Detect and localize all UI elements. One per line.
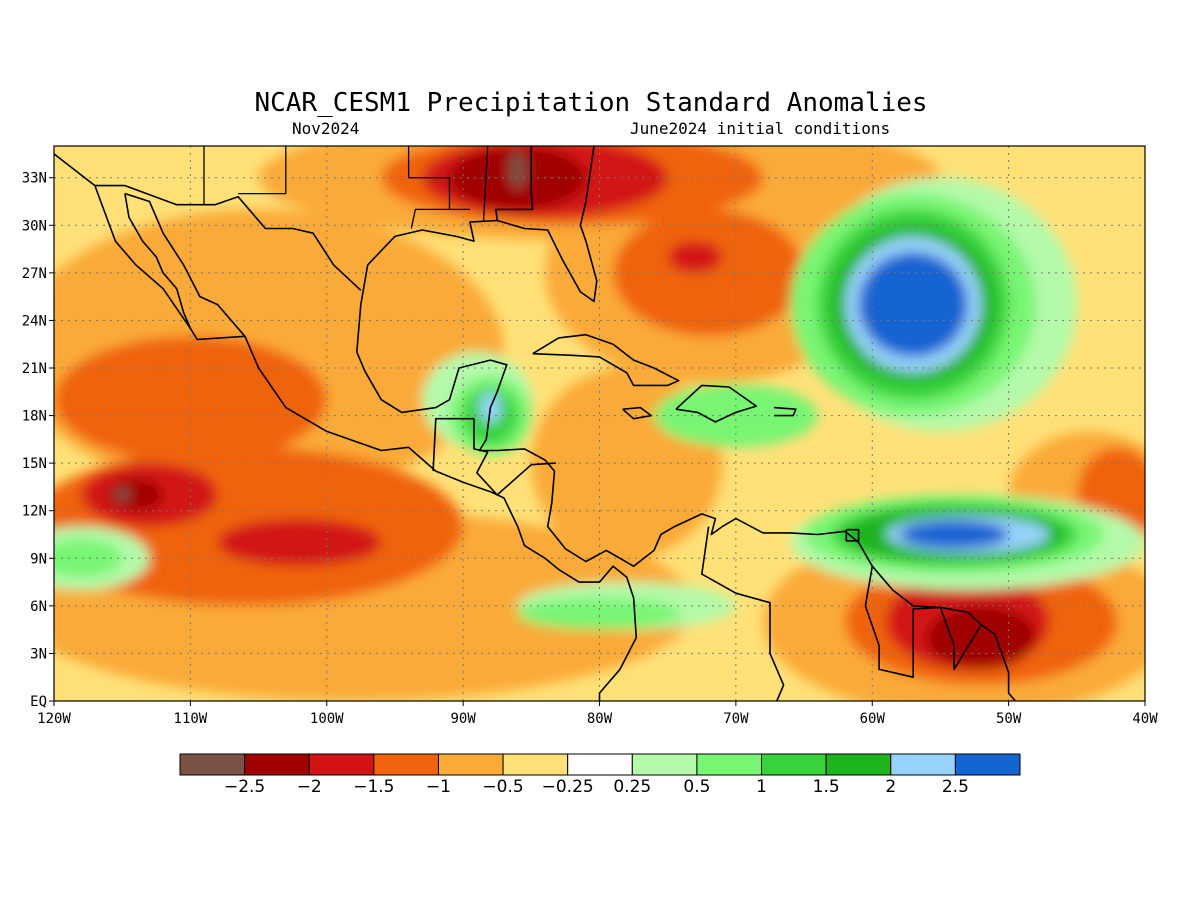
- lon-tick-label: 40W: [1132, 711, 1158, 727]
- lat-tick-label: 24N: [22, 313, 47, 329]
- anomaly-region-21: [114, 488, 131, 502]
- anomaly-region-17: [667, 241, 723, 273]
- colorbar-swatch: [631, 753, 698, 776]
- longitude-axis: 120W 110W 100W 90W 80W 70W 60W 50W 40W: [37, 701, 1158, 727]
- lat-tick-label: EQ: [30, 694, 47, 710]
- colorbar-label: −2: [297, 777, 322, 797]
- anomaly-region-32: [654, 383, 818, 448]
- lat-tick-label: 15N: [22, 456, 47, 472]
- anomaly-region-9: [613, 209, 805, 337]
- jamaica: [622, 406, 653, 420]
- colorbar-label: −1.5: [353, 777, 394, 797]
- colombia-venezuela-border: [701, 526, 785, 701]
- anomaly-region-42: [858, 252, 968, 357]
- colorbar-swatch: [567, 753, 633, 776]
- colorbar-label: −0.5: [482, 777, 523, 797]
- central-america-borders: [473, 418, 556, 496]
- lon-tick-label: 80W: [587, 711, 613, 727]
- lon-tick-label: 100W: [310, 711, 344, 727]
- colorbar-swatch: [437, 753, 504, 776]
- colorbar: −2.5 −2 −1.5 −1 −0.5 −0.25 0.25 0.5 1 1.5 2 2.5: [179, 753, 1021, 797]
- lat-tick-label: 33N: [22, 171, 47, 187]
- trinidad: [845, 528, 860, 542]
- colorbar-label: −0.25: [542, 777, 594, 797]
- figure-title: NCAR_CESM1 Precipitation Standard Anomal…: [254, 88, 927, 118]
- lon-tick-label: 60W: [860, 711, 886, 727]
- anomaly-region-14: [217, 518, 382, 567]
- colorbar-label: 0.5: [683, 777, 710, 797]
- gulf-of-california-mainland: [124, 192, 246, 337]
- colorbar-swatch: [890, 753, 956, 776]
- colorbar-swatch: [696, 753, 763, 776]
- latitude-axis: 33N 30N 27N 24N 21N 18N 15N 12N 9N 6N 3N EQ: [22, 171, 54, 710]
- anomaly-region-43: [899, 520, 1009, 549]
- colorbar-swatch: [761, 753, 827, 776]
- colorbar-label: 2: [885, 777, 896, 797]
- lat-tick-label: 6N: [30, 599, 47, 615]
- colorbar-label: 2.5: [942, 777, 969, 797]
- lat-tick-label: 12N: [22, 504, 47, 520]
- colorbar-swatch: [308, 753, 375, 776]
- colorbar-label: −2.5: [224, 777, 265, 797]
- guianas-borders: [864, 566, 982, 678]
- colorbar-label: 1: [756, 777, 767, 797]
- gulf-of-mexico-coast: [356, 146, 1017, 701]
- puerto-rico: [774, 406, 797, 417]
- colorbar-swatch: [244, 753, 310, 776]
- lat-tick-label: 30N: [22, 218, 47, 234]
- anomaly-region-20: [108, 479, 164, 511]
- state-line-3: [407, 146, 470, 211]
- mexico-guatemala-border: [432, 417, 474, 472]
- lat-tick-label: 18N: [22, 409, 47, 425]
- anomaly-region-30: [54, 539, 123, 578]
- anomaly-region-22: [509, 150, 526, 189]
- us-state-lines: [495, 146, 534, 221]
- colorbar-swatch: [954, 753, 1021, 776]
- cuba: [532, 333, 680, 387]
- us-mexico-border: [94, 184, 362, 291]
- colorbar-label: −1: [426, 777, 451, 797]
- plot-area: [54, 146, 1145, 701]
- colorbar-swatch: [373, 753, 439, 776]
- lat-tick-label: 3N: [30, 646, 47, 662]
- figure-subtitle-date: Nov2024: [292, 119, 359, 138]
- lon-tick-label: 90W: [450, 711, 476, 727]
- coastlines: [54, 146, 1017, 701]
- colorbar-swatch: [502, 753, 569, 776]
- lon-tick-label: 70W: [723, 711, 749, 727]
- colorbar-swatch: [179, 753, 246, 776]
- lon-tick-label: 120W: [37, 711, 71, 727]
- colorbar-swatch: [825, 753, 892, 776]
- lon-tick-label: 50W: [996, 711, 1022, 727]
- north-america-pacific-coast: [54, 153, 638, 701]
- colorbar-label: 1.5: [813, 777, 840, 797]
- hispaniola: [675, 384, 758, 423]
- figure-subtitle-initial-conditions: June2024 initial conditions: [630, 119, 890, 138]
- lon-tick-label: 110W: [174, 711, 208, 727]
- lat-tick-label: 21N: [22, 361, 47, 377]
- state-line-4: [482, 146, 489, 221]
- lat-tick-label: 9N: [30, 551, 47, 567]
- state-line-5: [410, 208, 450, 229]
- baja-east-coast: [124, 193, 192, 329]
- lat-tick-label: 27N: [22, 266, 47, 282]
- state-line-2: [238, 146, 287, 195]
- colorbar-label: 0.25: [613, 777, 651, 797]
